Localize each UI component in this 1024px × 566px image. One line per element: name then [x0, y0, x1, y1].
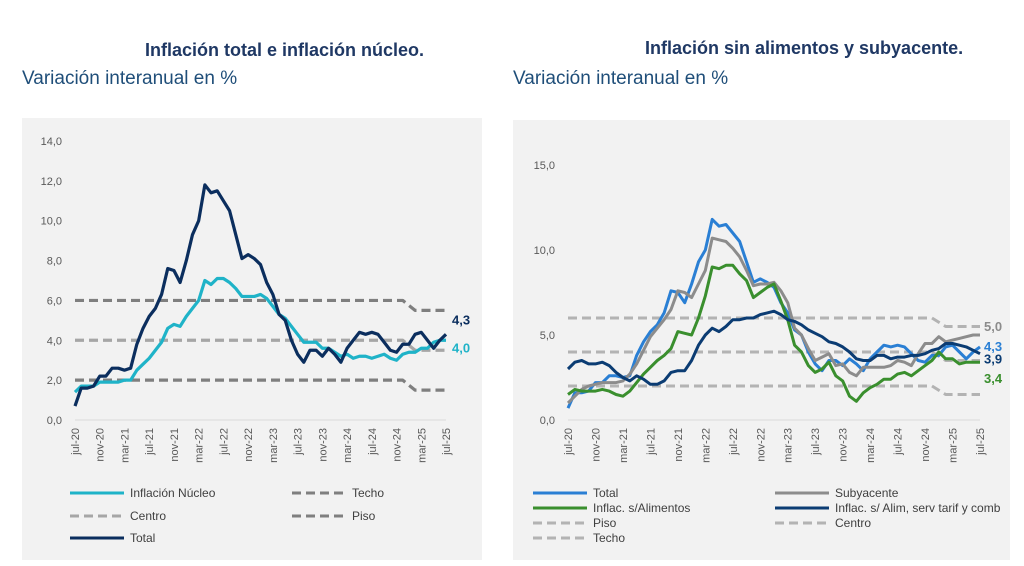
legend-label: Techo [593, 531, 625, 545]
x-tick-label: jul-21 [144, 428, 156, 456]
x-tick-label: nov-21 [673, 428, 685, 462]
x-tick-label: jul-20 [70, 428, 82, 456]
x-tick-label: nov-22 [755, 428, 767, 462]
y-tick-label: 14,0 [41, 136, 62, 148]
x-tick-label: jul-21 [645, 428, 657, 456]
x-tick-label: jul-24 [893, 428, 905, 456]
x-tick-label: nov-23 [838, 428, 850, 462]
x-tick-label: mar-22 [194, 428, 206, 463]
x-tick-label: mar-22 [700, 428, 712, 463]
legend-label: Inflac. s/Alimentos [593, 501, 690, 515]
series-line-inflac-s-alimentos [567, 263, 980, 403]
left-chart-title: Inflación total e inflación núcleo. [145, 40, 425, 60]
y-tick-label: 4,0 [47, 335, 62, 347]
x-tick-label: jul-22 [728, 428, 740, 456]
x-tick-label: mar-24 [342, 428, 354, 463]
y-tick-label: 6,0 [47, 295, 62, 307]
x-tick-label: mar-21 [618, 428, 630, 463]
x-tick-label: jul-23 [293, 428, 305, 456]
x-tick-label: nov-24 [392, 428, 404, 462]
end-value-label: 5,0 [984, 319, 1002, 334]
x-tick-label: nov-21 [169, 428, 181, 462]
legend-label: Total [130, 531, 155, 545]
legend-label: Inflación Núcleo [130, 486, 216, 500]
legend-label: Techo [352, 486, 384, 500]
x-tick-label: jul-22 [218, 428, 230, 456]
x-tick-label: nov-20 [95, 428, 107, 462]
x-tick-label: jul-23 [810, 428, 822, 456]
series-line-piso [568, 384, 980, 396]
x-tick-label: jul-25 [441, 428, 453, 456]
end-value-label: 4,0 [452, 340, 470, 355]
x-tick-label: mar-25 [948, 428, 960, 463]
left-chart: 0,0 2,0 4,0 6,0 8,0 10,0 12,0 14,0 jul-20 nov-20 m… [41, 136, 471, 545]
x-tick-label: nov-23 [317, 428, 329, 462]
x-tick-label: mar-25 [416, 428, 428, 463]
legend-label: Subyacente [835, 486, 899, 500]
y-tick-label: 15,0 [534, 160, 555, 172]
y-tick-label: 10,0 [534, 245, 555, 257]
x-tick-label: jul-24 [367, 428, 379, 456]
series-line-total [73, 183, 448, 407]
y-tick-label: 12,0 [41, 176, 62, 188]
y-tick-label: 8,0 [47, 256, 62, 268]
series-line-subyacente [566, 236, 980, 405]
x-tick-label: jul-25 [975, 428, 987, 456]
y-tick-label: 10,0 [41, 216, 62, 228]
end-value-label: 3,9 [984, 352, 1002, 367]
x-tick-label: nov-20 [590, 428, 602, 462]
left-chart-panel: 0,0 2,0 4,0 6,0 8,0 10,0 12,0 14,0 jul-20 nov-20 m… [22, 118, 482, 560]
right-chart: 0,0 5,0 10,0 15,0 jul-20 nov-20 mar-21 jul-21 no… [533, 160, 1003, 545]
left-chart-subtitle: Variación interanual en % [22, 68, 238, 89]
x-tick-label: mar-23 [783, 428, 795, 463]
series-line-inflac-s-alim-serv-tarif-y-comb [566, 309, 981, 386]
y-tick-label: 0,0 [540, 415, 555, 427]
series-line-techo [75, 298, 446, 312]
right-chart-panel: 0,0 5,0 10,0 15,0 jul-20 nov-20 mar-21 jul-21 no… [513, 120, 1010, 560]
end-value-label: 4,3 [984, 339, 1002, 354]
series-line-inflaci-n-n-cleo [73, 276, 446, 394]
end-value-label: 4,3 [452, 312, 470, 327]
x-tick-label: mar-24 [865, 428, 877, 463]
y-tick-label: 5,0 [540, 330, 555, 342]
series-line-techo [568, 316, 980, 328]
legend-label: Centro [835, 516, 871, 530]
legend-label: Total [593, 486, 618, 500]
legend-label: Centro [130, 509, 166, 523]
right-chart-subtitle: Variación interanual en % [513, 68, 729, 89]
legend-label: Inflac. s/ Alim, serv tarif y comb [835, 501, 1001, 515]
x-tick-label: mar-23 [268, 428, 280, 463]
right-chart-title: Inflación sin alimentos y subyacente. [645, 38, 964, 58]
legend-label: Piso [352, 509, 376, 523]
y-tick-label: 2,0 [47, 375, 62, 387]
x-tick-label: mar-21 [119, 428, 131, 463]
x-tick-label: nov-22 [243, 428, 255, 462]
x-tick-label: jul-20 [563, 428, 575, 456]
x-tick-label: nov-24 [920, 428, 932, 462]
legend-label: Piso [593, 516, 617, 530]
end-value-label: 3,4 [984, 371, 1003, 386]
y-tick-label: 0,0 [47, 415, 62, 427]
